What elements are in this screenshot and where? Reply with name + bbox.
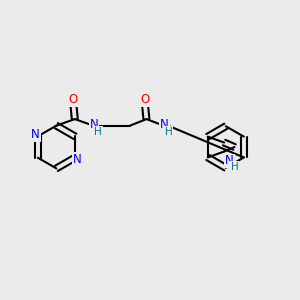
Text: O: O	[140, 93, 150, 106]
Text: O: O	[69, 93, 78, 106]
Text: N: N	[225, 154, 234, 167]
Text: H: H	[165, 127, 172, 136]
Text: H: H	[231, 162, 239, 172]
Text: N: N	[31, 128, 40, 141]
Text: N: N	[89, 118, 98, 130]
Text: H: H	[94, 127, 102, 136]
Text: N: N	[73, 153, 82, 166]
Text: N: N	[160, 118, 169, 130]
